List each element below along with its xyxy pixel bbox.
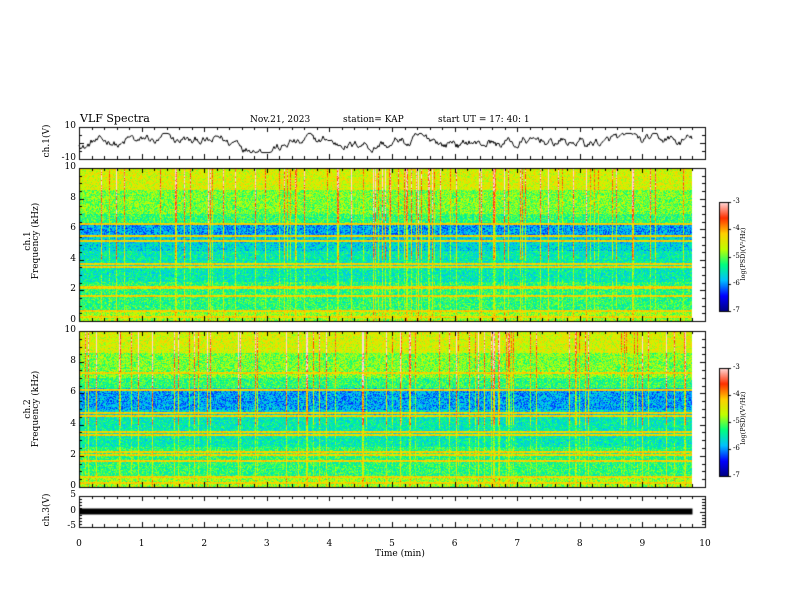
start-time-label: start UT = 17: 40: 1 — [438, 115, 530, 125]
x-tick-label: 4 — [326, 539, 333, 549]
ch1-spectrogram-ytick-label: 4 — [70, 253, 76, 264]
ch1-spectrogram-ytick-label: 0 — [70, 315, 76, 325]
x-tick-label: 7 — [514, 539, 521, 549]
ch2-spectrogram-ylabel: Frequency (kHz) — [31, 370, 41, 448]
colorbar-2-label: log(PSD)(V²/Hz) — [739, 391, 747, 445]
ch1-waveform-ytick-label: -10 — [61, 153, 77, 163]
ch1-spectrogram-ytick-label: 6 — [70, 223, 76, 234]
ch1-waveform-ytick-label: 10 — [64, 121, 76, 131]
colorbar-1-tick-label: -4 — [733, 224, 740, 233]
ch3-waveform-ytick-label: -5 — [67, 521, 76, 531]
figure-title: VLF Spectra — [80, 112, 150, 125]
x-tick-label: 8 — [576, 539, 583, 549]
colorbar-2-tick-label: -4 — [733, 390, 740, 398]
ch3-waveform-ytick-label: 0 — [70, 505, 76, 516]
ch3-waveform-ylabel: ch.3(V) — [42, 493, 52, 527]
colorbar-1-tick-label: -5 — [733, 251, 740, 260]
x-axis-label: Time (min) — [375, 549, 425, 559]
ch1-spectrogram-ytick-label: 8 — [70, 192, 76, 203]
ch2-spectrogram-ytick-label: 2 — [70, 449, 76, 460]
station-label: station= KAP — [343, 115, 404, 125]
x-tick-label: 9 — [639, 539, 646, 549]
x-tick-label: 2 — [201, 539, 208, 549]
ch1-waveform-ylabel: ch.1(V) — [42, 124, 52, 158]
ch2-spectrogram-ytick-label: 10 — [64, 325, 76, 335]
x-tick-label: 3 — [263, 539, 270, 549]
ch1-spectrogram-ytick-label: 2 — [70, 284, 76, 295]
ch2-spectrogram-ytick-label: 6 — [70, 387, 76, 398]
colorbar-1-tick-label: -3 — [733, 197, 740, 205]
x-tick-label: 6 — [451, 539, 458, 549]
x-tick-label: 10 — [699, 539, 711, 549]
colorbar-2-tick-label: -5 — [733, 417, 740, 425]
x-tick-label: 5 — [389, 539, 395, 549]
x-tick-label: 0 — [76, 539, 82, 549]
ch2-spectrogram-ytick-label: 4 — [70, 418, 76, 429]
colorbar-1-tick-label: -7 — [733, 306, 740, 314]
colorbar-1-tick-label: -6 — [733, 278, 740, 287]
ch3-waveform-ytick-label: 5 — [70, 490, 76, 500]
colorbar-2-tick-label: -3 — [733, 363, 740, 371]
ch1-spectrogram-ytick-label: 10 — [64, 162, 76, 172]
date-label: Nov.21, 2023 — [250, 115, 311, 125]
colorbar-2-tick-label: -7 — [733, 471, 740, 479]
x-tick-label: 1 — [138, 539, 145, 549]
ch2-spectrogram-ytick-label: 8 — [70, 356, 76, 367]
colorbar-1-label: log(PSD)(V²/Hz) — [739, 227, 747, 281]
ch2-spectrogram-ytick-label: 0 — [70, 481, 76, 491]
colorbar-2-tick-label: -6 — [733, 444, 740, 452]
ch1-spectrogram-ylabel: Frequency (kHz) — [31, 202, 41, 280]
